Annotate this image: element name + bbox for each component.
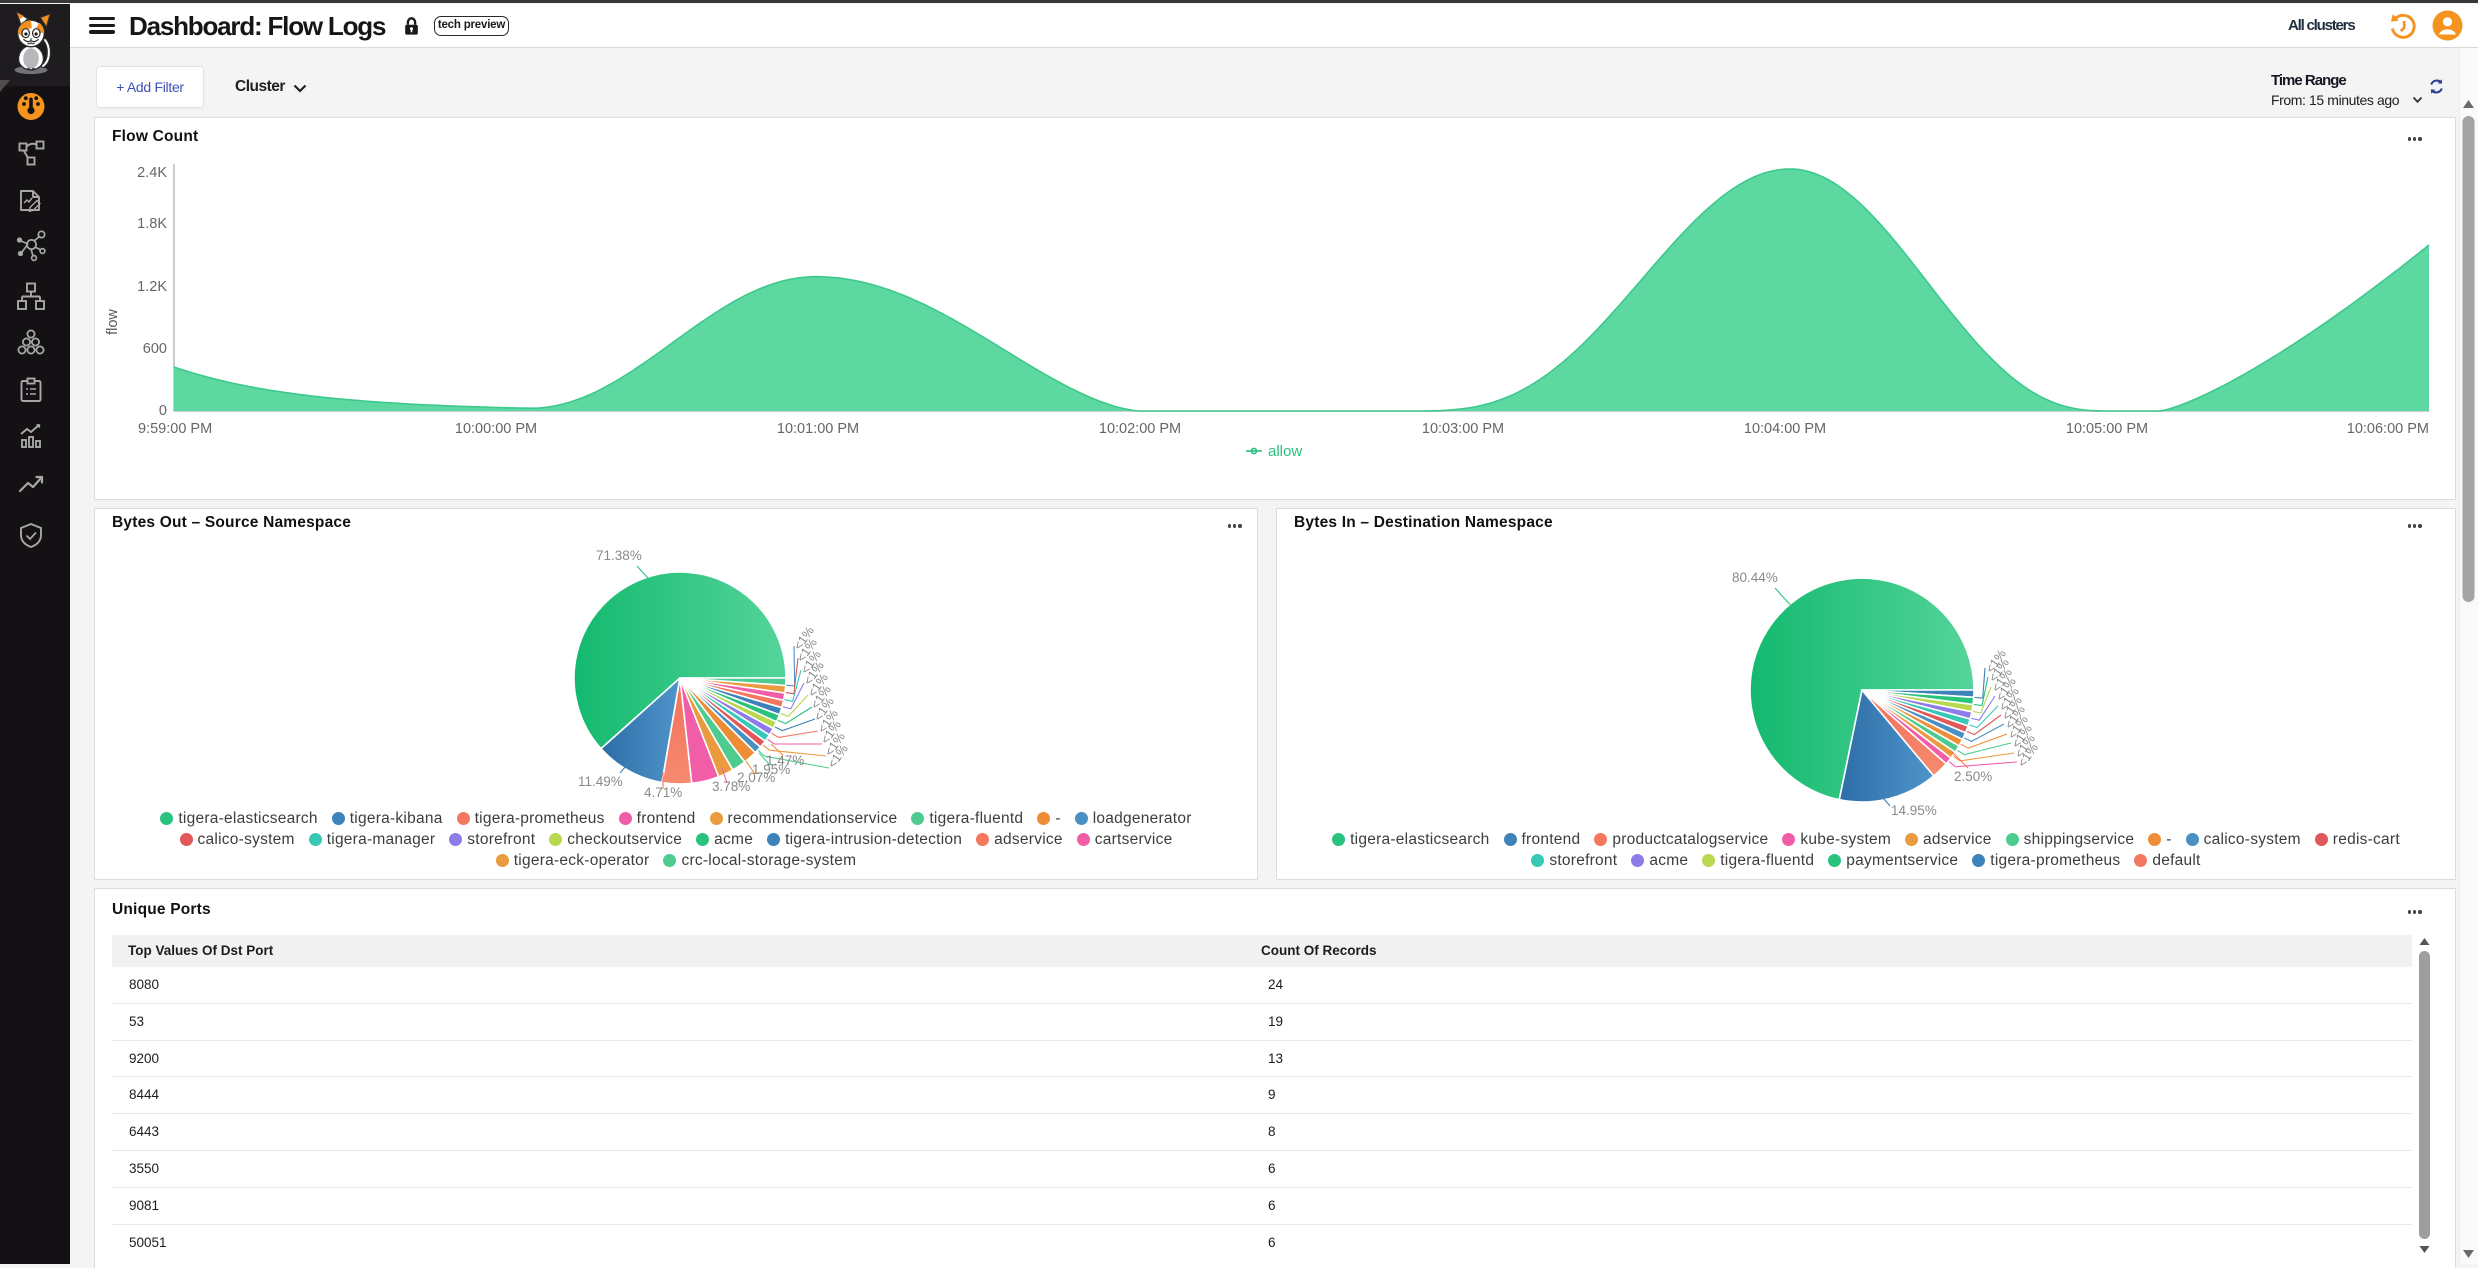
svg-text:2.50%: 2.50% (1954, 769, 1992, 784)
svg-text:600: 600 (143, 341, 167, 357)
svg-text:2.4K: 2.4K (137, 165, 167, 181)
svg-text:71.38%: 71.38% (596, 548, 642, 563)
svg-text:10:01:00 PM: 10:01:00 PM (777, 421, 859, 437)
svg-text:allow: allow (1268, 443, 1302, 460)
svg-text:4.71%: 4.71% (644, 785, 682, 800)
svg-text:14.95%: 14.95% (1891, 803, 1937, 818)
svg-text:10:00:00 PM: 10:00:00 PM (455, 421, 537, 437)
svg-text:10:04:00 PM: 10:04:00 PM (1744, 421, 1826, 437)
svg-text:1.8K: 1.8K (137, 216, 167, 232)
svg-text:3.78%: 3.78% (712, 779, 750, 794)
svg-text:0: 0 (159, 403, 167, 419)
svg-text:flow: flow (105, 309, 121, 335)
svg-text:10:06:00 PM: 10:06:00 PM (2347, 421, 2429, 437)
svg-text:10:05:00 PM: 10:05:00 PM (2066, 421, 2148, 437)
svg-text:10:03:00 PM: 10:03:00 PM (1422, 421, 1504, 437)
svg-text:1.47%: 1.47% (766, 753, 804, 768)
svg-text:9:59:00 PM: 9:59:00 PM (138, 421, 212, 437)
svg-text:2.07%: 2.07% (737, 770, 775, 785)
svg-text:1.2K: 1.2K (137, 279, 167, 295)
svg-text:11.49%: 11.49% (578, 774, 623, 789)
svg-text:1.95%: 1.95% (752, 762, 790, 777)
svg-text:10:02:00 PM: 10:02:00 PM (1099, 421, 1181, 437)
svg-text:80.44%: 80.44% (1732, 570, 1778, 585)
